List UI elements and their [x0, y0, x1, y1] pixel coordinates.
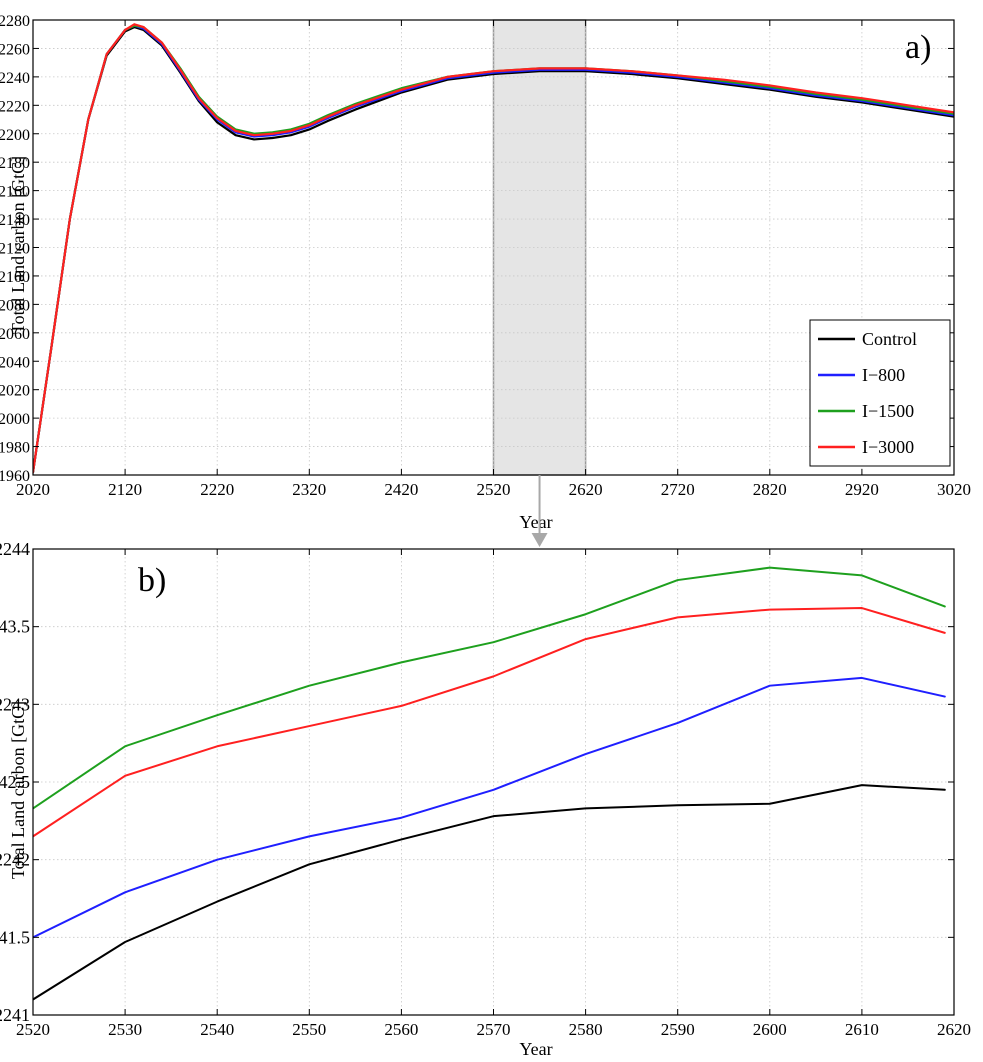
x-tick-label: 2520 [16, 1020, 50, 1039]
legend-label-control: Control [862, 329, 917, 349]
legend-item-i800: I−800 [818, 365, 905, 385]
y-tick-label: 2243 [0, 694, 30, 714]
y-tick-label: 2241 [0, 1005, 30, 1025]
y-tick-label: 2160 [0, 184, 30, 201]
y-tick-label: 2241.5 [0, 927, 30, 947]
x-tick-label: 2120 [108, 480, 142, 499]
panel-a-label: a) [905, 29, 931, 66]
legend-label-i1500: I−1500 [862, 401, 914, 421]
y-tick-label: 2040 [0, 354, 30, 371]
x-tick-label: 2220 [200, 480, 234, 499]
legend-box [809, 319, 951, 467]
x-tick-label: 3020 [937, 480, 971, 499]
x-tick-label: 2600 [753, 1020, 787, 1039]
y-tick-label: 2120 [0, 241, 30, 258]
panel-b-ylabel: Total Land carbon [GtC] [8, 701, 28, 879]
y-tick-label: 2242.5 [0, 772, 30, 792]
zoom-arrow [531, 475, 548, 547]
x-tick-label: 2320 [292, 480, 326, 499]
y-tick-label: 1960 [0, 468, 30, 485]
panel-a-ticks: 2020 2120 2220 2320 2420 2520 2620 2720 2820 2920… [0, 13, 971, 499]
x-tick-label: 2520 [477, 480, 511, 499]
panel-a-ylabel: Total Land carbon [GtC] [8, 156, 28, 334]
series-line-i3000 [33, 23, 954, 474]
y-tick-label: 2200 [0, 127, 30, 144]
x-tick-label: 2610 [845, 1020, 879, 1039]
panel-a-xlabel: Year [519, 512, 552, 532]
legend-item-control: Control [818, 329, 917, 349]
y-tick-label: 2020 [0, 383, 30, 400]
panel-b-label: b) [138, 562, 166, 599]
legend-item-i1500: I−1500 [818, 401, 914, 421]
x-tick-label: 2020 [16, 480, 50, 499]
legend-label-i3000: I−3000 [862, 437, 914, 457]
x-tick-label: 2420 [384, 480, 418, 499]
y-tick-label: 2242 [0, 850, 30, 870]
x-tick-label: 2620 [937, 1020, 971, 1039]
x-tick-label: 2570 [477, 1020, 511, 1039]
x-tick-label: 2550 [292, 1020, 326, 1039]
zoom-arrow-head [531, 533, 548, 547]
y-tick-label: 2100 [0, 269, 30, 286]
panel-b-xlabel: Year [519, 1039, 552, 1059]
legend: Control I−800 I−1500 I−3000 [809, 319, 951, 467]
series-line-i1500 [33, 566, 946, 810]
series-line-i800 [33, 676, 946, 939]
y-tick-label: 2243.5 [0, 617, 30, 637]
x-tick-label: 2620 [569, 480, 603, 499]
y-tick-label: 2080 [0, 297, 30, 314]
y-tick-label: 2180 [0, 155, 30, 172]
panel-a-series [33, 23, 954, 474]
series-line-i3000 [33, 607, 946, 838]
legend-item-i3000: I−3000 [818, 437, 914, 457]
x-tick-label: 2560 [384, 1020, 418, 1039]
y-tick-label: 1980 [0, 440, 30, 457]
y-tick-label: 2280 [0, 13, 30, 30]
panel-a: 2020 2120 2220 2320 2420 2520 2620 2720 2820 2920… [0, 13, 971, 532]
panel-b: 2520 2530 2540 2550 2560 2570 2580 2590 2600 2610… [0, 539, 971, 1059]
series-line-control [33, 26, 954, 474]
legend-label-i800: I−800 [862, 365, 905, 385]
panel-b-ticks: 2520 2530 2540 2550 2560 2570 2580 2590 2600 2610… [0, 539, 971, 1039]
y-tick-label: 2244 [0, 539, 30, 559]
y-tick-label: 2240 [0, 70, 30, 87]
x-tick-label: 2820 [753, 480, 787, 499]
y-tick-label: 2140 [0, 212, 30, 229]
y-tick-label: 2000 [0, 411, 30, 428]
series-line-control [33, 784, 946, 1001]
highlight-region [492, 19, 587, 476]
x-tick-label: 2720 [661, 480, 695, 499]
x-tick-label: 2580 [569, 1020, 603, 1039]
y-tick-label: 2060 [0, 326, 30, 343]
x-tick-label: 2590 [661, 1020, 695, 1039]
panel-b-series [33, 566, 946, 1001]
y-tick-label: 2260 [0, 41, 30, 58]
x-tick-label: 2540 [200, 1020, 234, 1039]
x-tick-label: 2530 [108, 1020, 142, 1039]
x-tick-label: 2920 [845, 480, 879, 499]
y-tick-label: 2220 [0, 98, 30, 115]
